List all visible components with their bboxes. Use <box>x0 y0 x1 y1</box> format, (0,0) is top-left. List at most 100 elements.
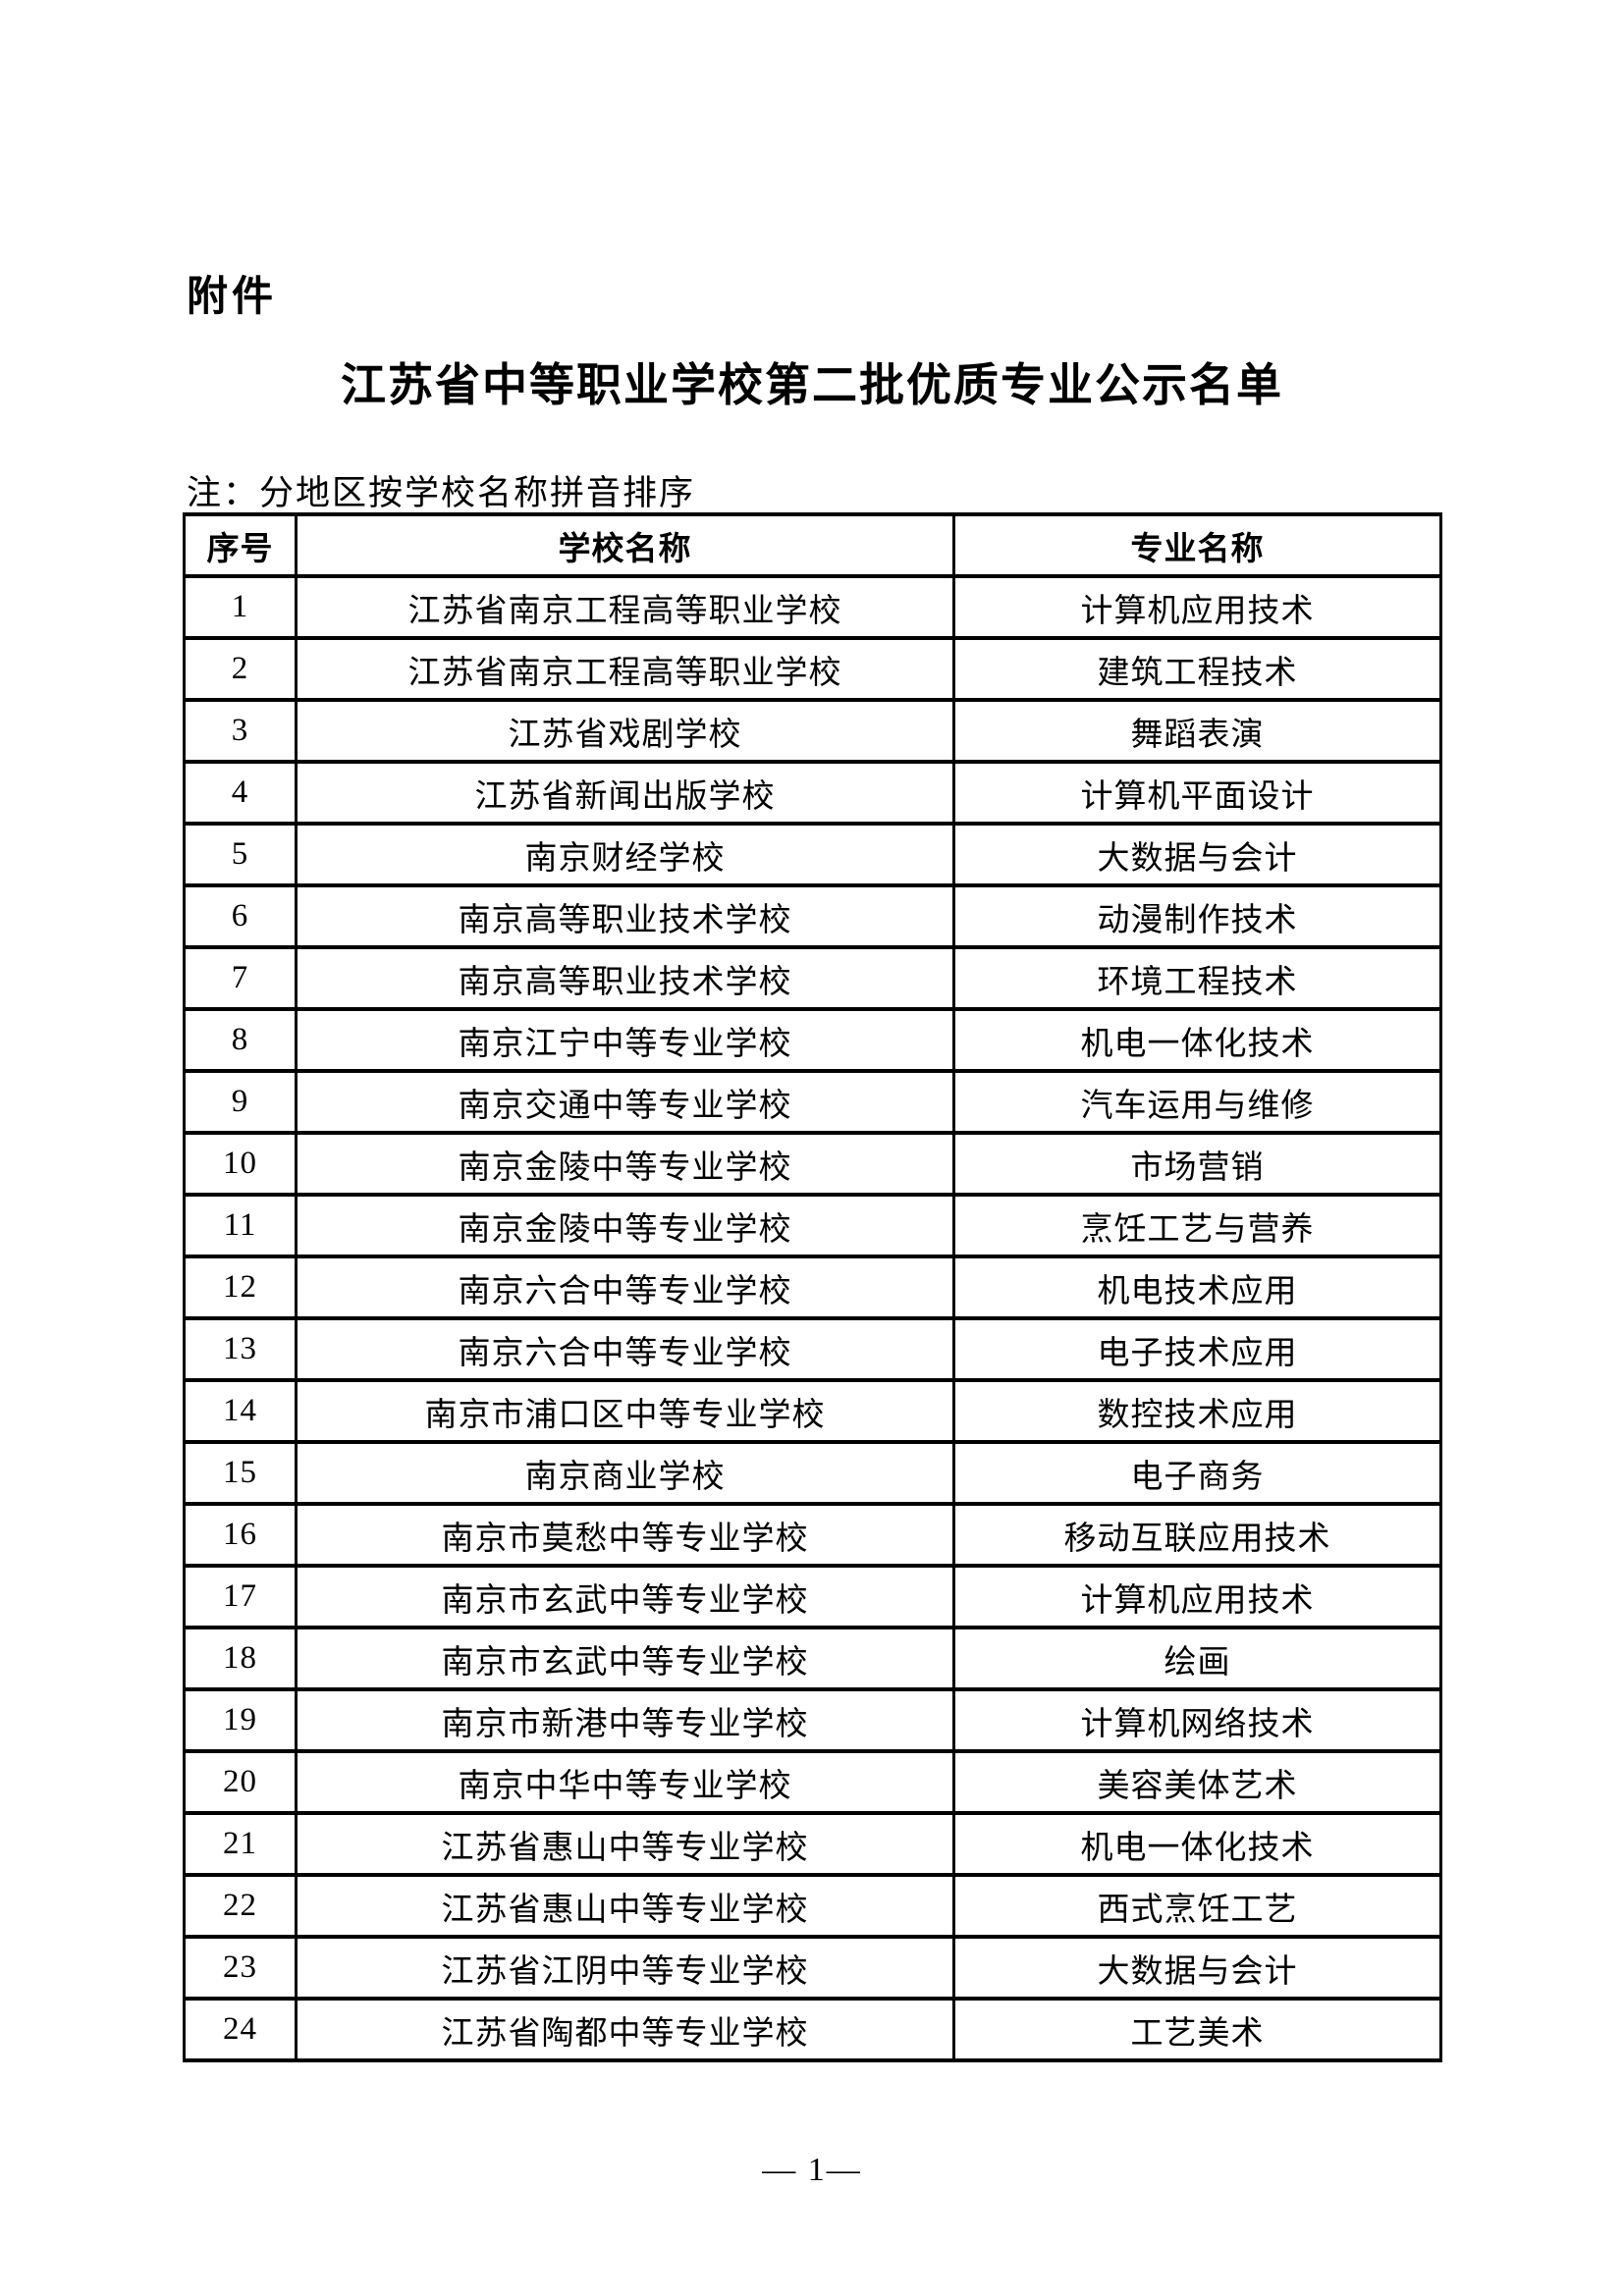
table-row: 10 南京金陵中等专业学校 市场营销 <box>183 1131 1442 1197</box>
sort-note: 注：分地区按学校名称拼音排序 <box>187 474 696 512</box>
table-row: 21 江苏省惠山中等专业学校 机电一体化技术 <box>183 1811 1442 1877</box>
table-row: 13 南京六合中等专业学校 电子技术应用 <box>183 1316 1442 1382</box>
table-row: 8 南京江宁中等专业学校 机电一体化技术 <box>183 1007 1442 1073</box>
cell-serial-number: 12 <box>183 1255 298 1320</box>
table-row: 7 南京高等职业技术学校 环境工程技术 <box>183 945 1442 1011</box>
table-row: 22 江苏省惠山中等专业学校 西式烹饪工艺 <box>183 1873 1442 1939</box>
cell-serial-number: 3 <box>183 698 298 764</box>
cell-school-name: 南京市浦口区中等专业学校 <box>295 1378 955 1444</box>
page-title: 江苏省中等职业学校第二批优质专业公示名单 <box>341 360 1283 410</box>
cell-school-name: 江苏省南京工程高等职业学校 <box>295 574 955 640</box>
page-number: — 1— <box>762 2152 862 2188</box>
cell-major-name: 机电一体化技术 <box>952 1007 1442 1073</box>
cell-school-name: 江苏省惠山中等专业学校 <box>295 1873 955 1939</box>
table-row: 16 南京市莫愁中等专业学校 移动互联应用技术 <box>183 1502 1442 1568</box>
cell-major-name: 建筑工程技术 <box>952 636 1442 702</box>
cell-major-name: 机电技术应用 <box>952 1255 1442 1320</box>
table-row: 15 南京商业学校 电子商务 <box>183 1440 1442 1506</box>
table-row: 19 南京市新港中等专业学校 计算机网络技术 <box>183 1687 1442 1753</box>
header-serial-number: 序号 <box>183 512 298 578</box>
cell-major-name: 大数据与会计 <box>952 1935 1442 2001</box>
table-row: 4 江苏省新闻出版学校 计算机平面设计 <box>183 760 1442 826</box>
cell-serial-number: 18 <box>183 1626 298 1691</box>
cell-major-name: 环境工程技术 <box>952 945 1442 1011</box>
cell-major-name: 电子技术应用 <box>952 1316 1442 1382</box>
cell-major-name: 烹饪工艺与营养 <box>952 1193 1442 1258</box>
cell-major-name: 大数据与会计 <box>952 822 1442 887</box>
cell-serial-number: 24 <box>183 1997 298 2062</box>
cell-serial-number: 16 <box>183 1502 298 1568</box>
cell-serial-number: 21 <box>183 1811 298 1877</box>
table-row: 11 南京金陵中等专业学校 烹饪工艺与营养 <box>183 1193 1442 1258</box>
cell-serial-number: 5 <box>183 822 298 887</box>
school-table-body: 1 江苏省南京工程高等职业学校 计算机应用技术 2 江苏省南京工程高等职业学校 建筑工程技… <box>183 574 1442 2062</box>
cell-school-name: 南京市玄武中等专业学校 <box>295 1564 955 1629</box>
cell-major-name: 计算机网络技术 <box>952 1687 1442 1753</box>
cell-school-name: 南京六合中等专业学校 <box>295 1255 955 1320</box>
cell-school-name: 南京高等职业技术学校 <box>295 945 955 1011</box>
cell-school-name: 南京中华中等专业学校 <box>295 1749 955 1815</box>
table-row: 20 南京中华中等专业学校 美容美体艺术 <box>183 1749 1442 1815</box>
table-row: 9 南京交通中等专业学校 汽车运用与维修 <box>183 1069 1442 1135</box>
cell-school-name: 南京市玄武中等专业学校 <box>295 1626 955 1691</box>
table-row: 23 江苏省江阴中等专业学校 大数据与会计 <box>183 1935 1442 2001</box>
table-row: 5 南京财经学校 大数据与会计 <box>183 822 1442 887</box>
header-school-name: 学校名称 <box>295 512 955 578</box>
cell-school-name: 南京六合中等专业学校 <box>295 1316 955 1382</box>
cell-major-name: 计算机应用技术 <box>952 574 1442 640</box>
cell-serial-number: 10 <box>183 1131 298 1197</box>
cell-school-name: 南京商业学校 <box>295 1440 955 1506</box>
cell-serial-number: 13 <box>183 1316 298 1382</box>
cell-major-name: 汽车运用与维修 <box>952 1069 1442 1135</box>
cell-serial-number: 1 <box>183 574 298 640</box>
cell-major-name: 数控技术应用 <box>952 1378 1442 1444</box>
table-row: 1 江苏省南京工程高等职业学校 计算机应用技术 <box>183 574 1442 640</box>
cell-major-name: 绘画 <box>952 1626 1442 1691</box>
cell-school-name: 南京高等职业技术学校 <box>295 883 955 949</box>
cell-major-name: 计算机平面设计 <box>952 760 1442 826</box>
cell-school-name: 江苏省江阴中等专业学校 <box>295 1935 955 2001</box>
cell-major-name: 西式烹饪工艺 <box>952 1873 1442 1939</box>
cell-serial-number: 23 <box>183 1935 298 2001</box>
cell-major-name: 工艺美术 <box>952 1997 1442 2062</box>
table-row: 6 南京高等职业技术学校 动漫制作技术 <box>183 883 1442 949</box>
header-major-name: 专业名称 <box>952 512 1442 578</box>
cell-school-name: 南京市新港中等专业学校 <box>295 1687 955 1753</box>
cell-school-name: 江苏省南京工程高等职业学校 <box>295 636 955 702</box>
cell-serial-number: 19 <box>183 1687 298 1753</box>
table-row: 24 江苏省陶都中等专业学校 工艺美术 <box>183 1997 1442 2062</box>
school-table: 序号 学校名称 专业名称 1 江苏省南京工程高等职业学校 计算机应用技术 2 江苏省南京… <box>183 512 1442 2062</box>
cell-serial-number: 2 <box>183 636 298 702</box>
cell-serial-number: 9 <box>183 1069 298 1135</box>
table-row: 12 南京六合中等专业学校 机电技术应用 <box>183 1255 1442 1320</box>
cell-major-name: 电子商务 <box>952 1440 1442 1506</box>
cell-major-name: 移动互联应用技术 <box>952 1502 1442 1568</box>
cell-school-name: 南京交通中等专业学校 <box>295 1069 955 1135</box>
cell-school-name: 江苏省惠山中等专业学校 <box>295 1811 955 1877</box>
cell-school-name: 江苏省陶都中等专业学校 <box>295 1997 955 2062</box>
cell-serial-number: 22 <box>183 1873 298 1939</box>
table-row: 18 南京市玄武中等专业学校 绘画 <box>183 1626 1442 1691</box>
table-row: 3 江苏省戏剧学校 舞蹈表演 <box>183 698 1442 764</box>
cell-school-name: 南京市莫愁中等专业学校 <box>295 1502 955 1568</box>
cell-major-name: 机电一体化技术 <box>952 1811 1442 1877</box>
cell-serial-number: 14 <box>183 1378 298 1444</box>
cell-school-name: 南京金陵中等专业学校 <box>295 1131 955 1197</box>
table-row: 2 江苏省南京工程高等职业学校 建筑工程技术 <box>183 636 1442 702</box>
cell-major-name: 美容美体艺术 <box>952 1749 1442 1815</box>
table-row: 14 南京市浦口区中等专业学校 数控技术应用 <box>183 1378 1442 1444</box>
cell-serial-number: 17 <box>183 1564 298 1629</box>
cell-school-name: 南京江宁中等专业学校 <box>295 1007 955 1073</box>
cell-major-name: 动漫制作技术 <box>952 883 1442 949</box>
cell-school-name: 南京财经学校 <box>295 822 955 887</box>
cell-serial-number: 15 <box>183 1440 298 1506</box>
cell-serial-number: 6 <box>183 883 298 949</box>
cell-school-name: 江苏省新闻出版学校 <box>295 760 955 826</box>
table-header-row: 序号 学校名称 专业名称 <box>183 512 1442 578</box>
cell-serial-number: 7 <box>183 945 298 1011</box>
cell-major-name: 计算机应用技术 <box>952 1564 1442 1629</box>
cell-school-name: 江苏省戏剧学校 <box>295 698 955 764</box>
cell-major-name: 市场营销 <box>952 1131 1442 1197</box>
cell-serial-number: 11 <box>183 1193 298 1258</box>
